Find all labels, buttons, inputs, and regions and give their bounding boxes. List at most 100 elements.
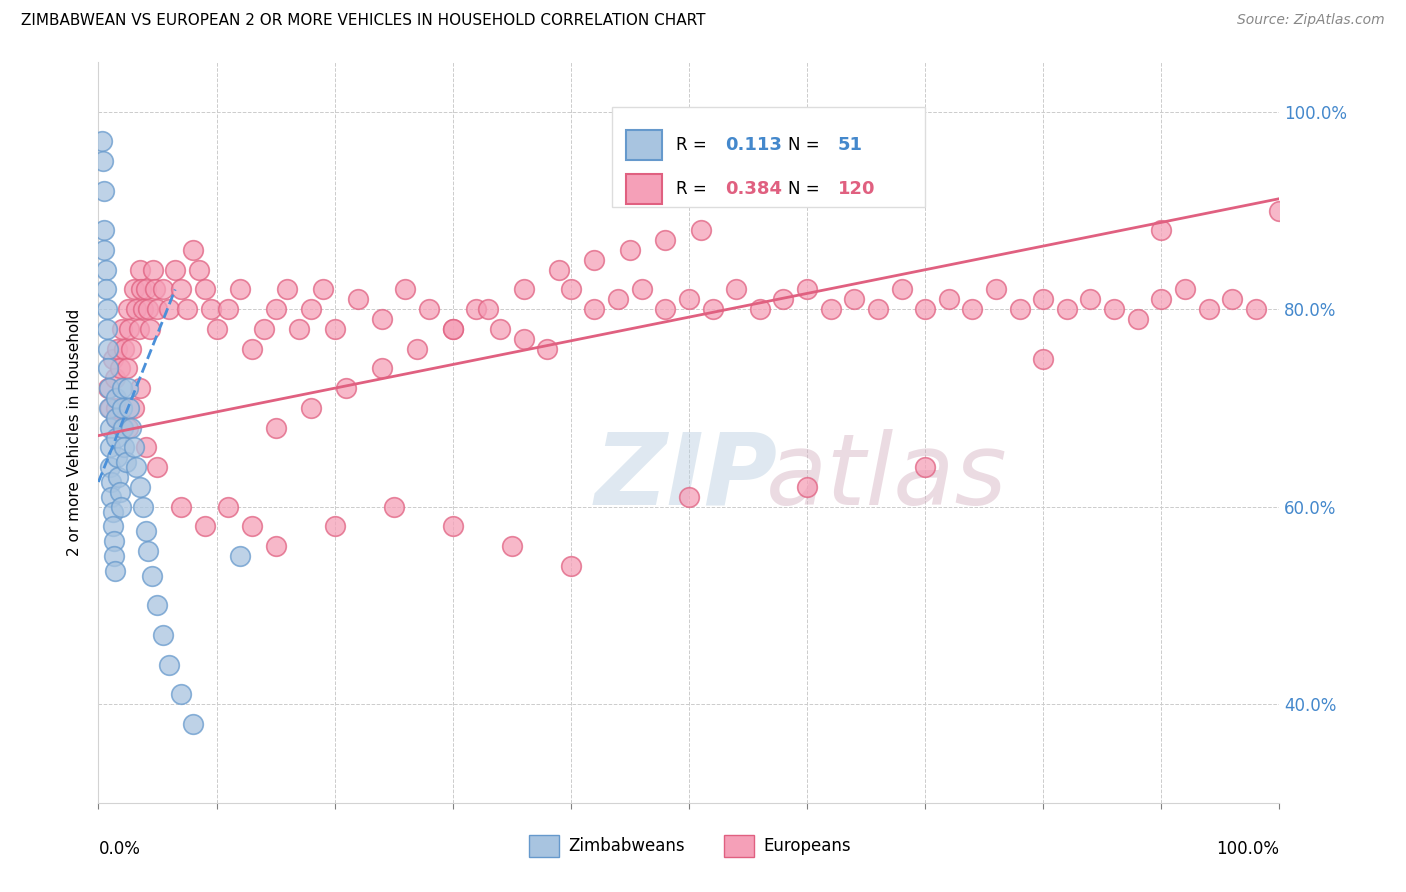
Text: ZIMBABWEAN VS EUROPEAN 2 OR MORE VEHICLES IN HOUSEHOLD CORRELATION CHART: ZIMBABWEAN VS EUROPEAN 2 OR MORE VEHICLE… xyxy=(21,13,706,29)
Y-axis label: 2 or more Vehicles in Household: 2 or more Vehicles in Household xyxy=(67,309,83,557)
Point xyxy=(371,312,394,326)
Point xyxy=(118,322,141,336)
Point xyxy=(194,519,217,533)
Point xyxy=(630,283,652,297)
Text: atlas: atlas xyxy=(766,428,1007,525)
Point xyxy=(104,371,127,385)
Point xyxy=(132,500,155,514)
Point xyxy=(264,539,287,553)
Text: 0.384: 0.384 xyxy=(725,180,783,198)
Point xyxy=(1032,351,1054,366)
Point xyxy=(240,519,263,533)
Point xyxy=(104,564,127,578)
Point xyxy=(114,455,136,469)
Point xyxy=(240,342,263,356)
Point xyxy=(170,283,193,297)
Point xyxy=(111,420,134,434)
Point xyxy=(117,302,139,317)
Point xyxy=(335,381,357,395)
Point xyxy=(117,420,139,434)
Point xyxy=(1150,223,1173,237)
Text: R =: R = xyxy=(676,136,711,153)
Point xyxy=(406,342,429,356)
Point xyxy=(110,500,132,514)
Text: Source: ZipAtlas.com: Source: ZipAtlas.com xyxy=(1237,13,1385,28)
Point xyxy=(725,283,748,297)
Point xyxy=(187,262,209,277)
Point xyxy=(135,441,157,455)
Point xyxy=(276,283,298,297)
Point xyxy=(441,322,464,336)
Point xyxy=(512,283,534,297)
Point xyxy=(1198,302,1220,317)
Point xyxy=(181,716,204,731)
Point xyxy=(93,184,115,198)
Point xyxy=(489,322,512,336)
Point xyxy=(299,401,322,415)
Point xyxy=(748,302,770,317)
Bar xyxy=(626,130,662,160)
Point xyxy=(1268,203,1291,218)
Point xyxy=(105,391,128,405)
Point xyxy=(152,283,174,297)
Point xyxy=(299,302,322,317)
Point xyxy=(139,322,162,336)
Point xyxy=(91,154,114,169)
Point xyxy=(371,361,394,376)
Point xyxy=(111,381,134,395)
Point xyxy=(117,381,139,395)
Point xyxy=(914,302,936,317)
Point xyxy=(938,293,960,307)
Text: Europeans: Europeans xyxy=(763,837,851,855)
Point xyxy=(229,549,252,563)
Point xyxy=(103,549,125,563)
Point xyxy=(141,568,163,582)
Point xyxy=(96,302,118,317)
Point xyxy=(111,401,134,415)
Point xyxy=(98,401,121,415)
Point xyxy=(135,524,157,539)
Point xyxy=(194,283,217,297)
Text: ZIP: ZIP xyxy=(595,428,778,525)
Point xyxy=(128,381,150,395)
Point xyxy=(441,322,464,336)
Point xyxy=(105,450,128,465)
Point xyxy=(288,322,311,336)
Point xyxy=(94,262,117,277)
Point xyxy=(323,519,346,533)
Point xyxy=(98,381,121,395)
Text: 120: 120 xyxy=(838,180,876,198)
Point xyxy=(146,460,169,475)
Text: 100.0%: 100.0% xyxy=(1216,840,1279,858)
Point xyxy=(112,441,135,455)
Point xyxy=(1032,293,1054,307)
Point xyxy=(619,243,641,257)
Point xyxy=(583,252,606,267)
Point xyxy=(132,302,155,317)
Point xyxy=(253,322,276,336)
Point xyxy=(347,293,370,307)
Text: Zimbabweans: Zimbabweans xyxy=(568,837,685,855)
Point xyxy=(128,262,150,277)
Point xyxy=(312,283,335,297)
Point xyxy=(128,322,150,336)
Point xyxy=(654,302,676,317)
Point xyxy=(264,420,287,434)
Point xyxy=(135,283,157,297)
Point xyxy=(103,534,125,549)
Point xyxy=(97,342,120,356)
Point xyxy=(101,519,124,533)
Point xyxy=(108,361,131,376)
Point xyxy=(914,460,936,475)
Point xyxy=(181,243,204,257)
Point xyxy=(441,519,464,533)
Point xyxy=(654,233,676,247)
Point xyxy=(477,302,499,317)
Point xyxy=(772,293,794,307)
Point xyxy=(100,475,122,489)
Point xyxy=(560,558,582,573)
Point xyxy=(796,283,818,297)
Point xyxy=(121,342,143,356)
Point xyxy=(984,283,1007,297)
Point xyxy=(200,302,222,317)
